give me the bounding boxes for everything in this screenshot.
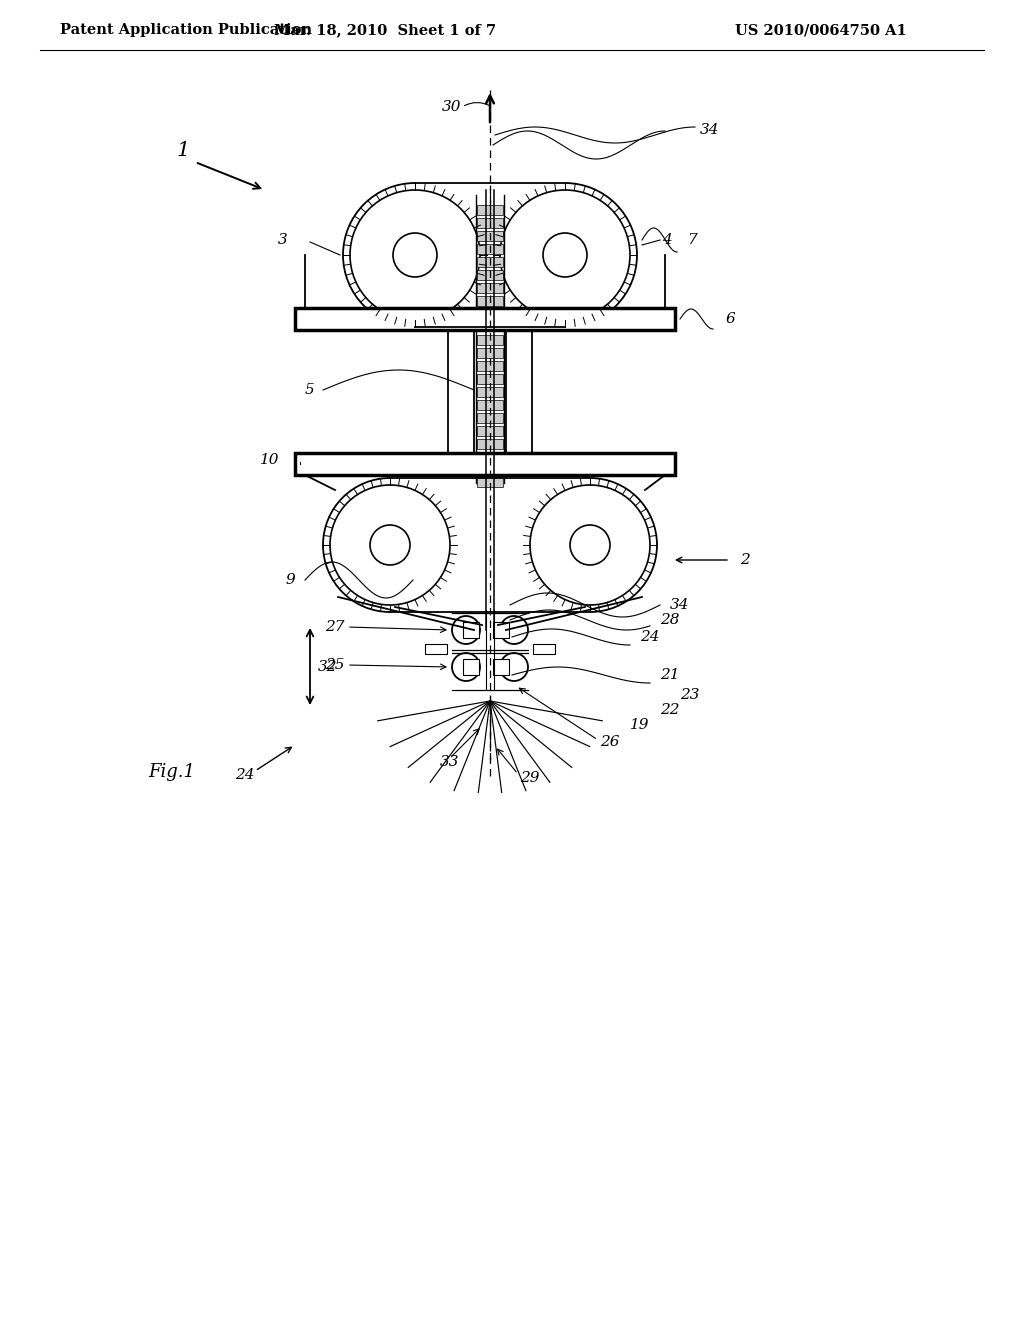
Text: 7: 7 [687, 234, 697, 247]
Bar [295, 308, 675, 330]
Text: 9: 9 [285, 573, 295, 587]
Text: Fig.1: Fig.1 [148, 763, 195, 781]
Bar [477, 413, 503, 422]
Bar [295, 453, 675, 475]
Circle shape [500, 653, 528, 681]
Text: 2: 2 [740, 553, 750, 568]
Text: 23: 23 [680, 688, 699, 702]
Text: 3: 3 [278, 234, 288, 247]
Bar [477, 271, 503, 280]
Bar [477, 374, 503, 384]
Text: 29: 29 [520, 771, 540, 785]
Text: 21: 21 [660, 668, 680, 682]
Text: 24: 24 [236, 768, 255, 781]
Text: 24: 24 [640, 630, 659, 644]
Bar [477, 335, 503, 345]
Text: 30: 30 [442, 100, 462, 114]
Text: Mar. 18, 2010  Sheet 1 of 7: Mar. 18, 2010 Sheet 1 of 7 [274, 22, 496, 37]
Text: 34: 34 [670, 598, 689, 612]
Text: 27: 27 [326, 620, 345, 634]
Text: 32: 32 [318, 660, 338, 675]
Text: 6: 6 [725, 312, 735, 326]
Bar [477, 387, 503, 397]
Text: Patent Application Publication: Patent Application Publication [60, 22, 312, 37]
Bar [477, 231, 503, 242]
Bar [477, 426, 503, 436]
Text: 1: 1 [176, 140, 189, 160]
Bar [477, 360, 503, 371]
Text: US 2010/0064750 A1: US 2010/0064750 A1 [735, 22, 906, 37]
Bar [477, 282, 503, 293]
Bar [477, 205, 503, 215]
Bar [534, 644, 555, 653]
Bar [463, 622, 479, 638]
Bar [477, 257, 503, 267]
Bar [425, 644, 447, 653]
Bar [493, 659, 509, 675]
Bar [493, 622, 509, 638]
Text: 33: 33 [440, 755, 460, 770]
Text: 10: 10 [260, 453, 280, 467]
Text: 26: 26 [600, 735, 620, 748]
Circle shape [500, 616, 528, 644]
Bar [477, 477, 503, 487]
Bar [477, 244, 503, 253]
Bar [463, 659, 479, 675]
Bar [477, 400, 503, 411]
Text: 25: 25 [326, 657, 345, 672]
Text: 19: 19 [630, 718, 649, 733]
Bar [477, 348, 503, 358]
Text: 34: 34 [700, 123, 720, 137]
Text: 28: 28 [660, 612, 680, 627]
Circle shape [452, 653, 480, 681]
Bar [477, 440, 503, 449]
Bar [477, 218, 503, 228]
Text: 4: 4 [662, 234, 672, 247]
Text: 22: 22 [660, 704, 680, 717]
Bar [477, 296, 503, 306]
Circle shape [452, 616, 480, 644]
Text: 5: 5 [305, 383, 314, 397]
